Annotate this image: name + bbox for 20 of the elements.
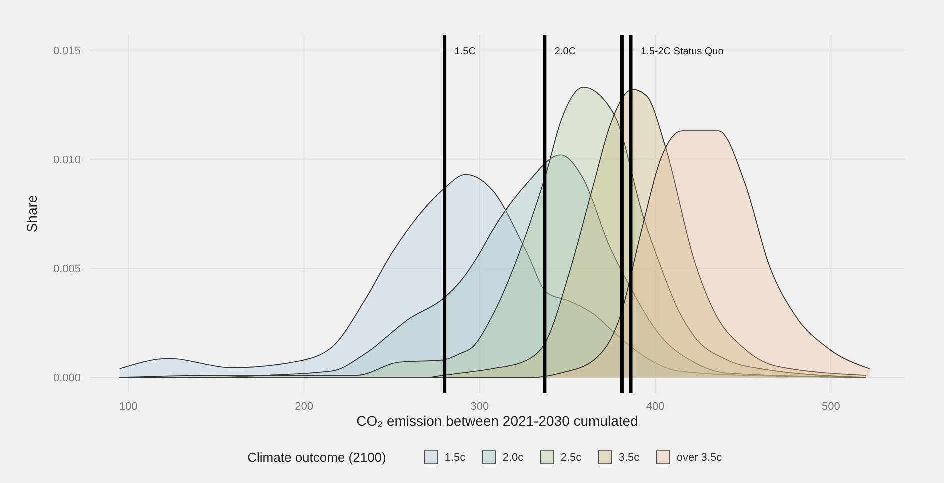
- y-tick-label: 0.010: [53, 154, 81, 166]
- y-tick-label: 0.015: [53, 45, 81, 58]
- legend-label: 3.5c: [618, 452, 640, 464]
- y-tick-label: 0.000: [53, 372, 81, 385]
- x-tick-label: 100: [119, 401, 138, 413]
- y-axis-title: Share: [24, 195, 40, 233]
- x-tick-label: 300: [470, 401, 490, 413]
- legend-label: 1.5c: [444, 452, 466, 464]
- ref-line-label: 1.5C: [454, 46, 476, 58]
- legend-label: over 3.5c: [676, 452, 723, 464]
- legend-title: Climate outcome (2100): [248, 450, 386, 465]
- legend-label: 2.0c: [502, 452, 524, 464]
- x-tick-label: 200: [295, 401, 314, 413]
- ref-line-label: 2.0C: [554, 46, 576, 58]
- y-tick-label: 0.005: [53, 264, 81, 276]
- ref-line-label: 1.5-2C Status Quo: [640, 46, 724, 58]
- legend-label: 2.5c: [560, 452, 582, 464]
- x-axis-title: CO₂ emission between 2021-2030 cumulated: [356, 413, 638, 429]
- x-tick-label: 400: [646, 401, 665, 413]
- x-tick-label: 500: [822, 401, 840, 413]
